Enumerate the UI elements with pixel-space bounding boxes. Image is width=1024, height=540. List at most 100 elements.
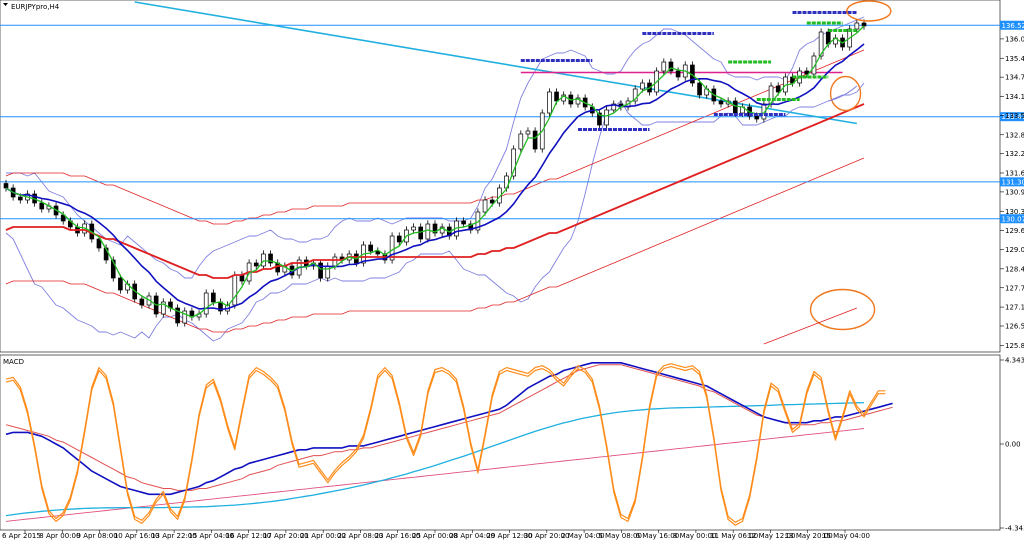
time-tick-label: 6 Apr 2015	[2, 532, 41, 540]
price-tick-label: 135.425	[1005, 55, 1024, 63]
candle-body	[668, 61, 674, 72]
candle-body	[332, 256, 338, 267]
highlight-circle[interactable]	[829, 75, 862, 112]
candle-body	[475, 211, 481, 231]
time-tick-label: 29 Apr 12:00	[487, 532, 533, 540]
candle-body	[604, 109, 609, 126]
time-tick-label: 23 Apr 16:00	[375, 532, 421, 540]
candle-body	[818, 31, 824, 57]
horizontal-levels[interactable]: 136.525 133.477 131.305 130.075	[0, 20, 1024, 224]
price-label: 136.525	[1002, 22, 1024, 30]
price-tick-label: 134.150	[1005, 93, 1024, 101]
price-tick-label: 132.875	[1005, 131, 1024, 139]
candle-body	[861, 22, 867, 27]
candle-body	[160, 301, 166, 315]
price-tick-label: 130.325	[1005, 208, 1024, 216]
price-tick-label: 133.520	[1005, 112, 1024, 120]
time-tick-label: 15 Apr 04:00	[188, 532, 234, 540]
candle-body	[854, 22, 860, 30]
macd-main-line	[5, 361, 893, 496]
time-tick-label: 22 Apr 08:00	[337, 532, 383, 540]
candle-body	[511, 148, 516, 177]
time-tick-label: 13 May 20:00	[785, 532, 833, 540]
macd-slow-ma-line	[5, 428, 865, 522]
candle-body	[632, 88, 638, 102]
candle-body	[396, 235, 402, 243]
time-tick-label: 13 Apr 22:00	[151, 532, 197, 540]
price-label-box	[1000, 177, 1024, 187]
time-tick-label: 15 May 04:00	[822, 532, 870, 540]
candle-body	[203, 292, 209, 315]
candle-body	[325, 265, 331, 279]
candle-body	[139, 298, 145, 306]
candle-body	[518, 133, 524, 150]
highlight-circle[interactable]	[846, 0, 892, 22]
macd-long-ma-line	[5, 401, 865, 517]
candle-body	[39, 202, 45, 210]
candle-body	[597, 112, 602, 126]
candle-body	[375, 250, 381, 255]
time-tick-label: 5 May 08:00	[598, 532, 642, 540]
highlight-circles[interactable]	[763, 0, 892, 345]
candle-body	[17, 196, 23, 201]
time-tick-label: 17 Apr 20:00	[263, 532, 309, 540]
symbol-header: EURJPYpro,H4	[3, 3, 60, 11]
macd-tick-label: 0.00	[1005, 441, 1021, 449]
candle-body	[575, 97, 581, 105]
candle-body	[368, 244, 373, 252]
candle-body	[432, 223, 438, 234]
candle-body	[754, 115, 760, 120]
time-tick-label: 9 Apr 08:00	[77, 532, 118, 540]
candle-body	[611, 103, 617, 111]
time-tick-label: 21 Apr 00:00	[300, 532, 346, 540]
macd-panel-frame	[0, 354, 1001, 531]
candle-body	[547, 91, 552, 114]
candle-body	[418, 226, 424, 240]
time-tick-label: 12 May 12:00	[747, 532, 795, 540]
macd-tick-label: 4.3438	[1005, 357, 1024, 365]
envelope-upper-line	[5, 49, 865, 225]
price-axis: 136.070 135.425 134.795 134.150 133.520 132.8…	[1000, 35, 1024, 350]
price-tick-label: 136.070	[1005, 35, 1024, 43]
candle-body	[253, 262, 259, 267]
projection-stroke	[828, 85, 858, 102]
candle-body	[804, 70, 810, 75]
candle-body	[211, 292, 216, 303]
time-tick-label: 16 Apr 12:00	[226, 532, 272, 540]
candle-body	[318, 262, 323, 279]
price-label: 133.477	[1002, 113, 1024, 121]
price-tick-label: 131.600	[1005, 170, 1024, 178]
candle-body	[3, 183, 9, 189]
time-tick-label: 30 Apr 20:00	[524, 532, 570, 540]
time-tick-label: 6 May 16:00	[636, 532, 680, 540]
candle-body	[461, 220, 466, 225]
candle-body	[389, 235, 395, 261]
candle-body	[761, 103, 767, 120]
candle-body	[482, 199, 488, 213]
candle-body	[489, 199, 495, 204]
candle-body	[439, 226, 445, 234]
candle-body	[411, 226, 416, 231]
time-tick-label: 2 May 04:00	[561, 532, 605, 540]
price-tick-label: 134.795	[1005, 74, 1024, 82]
macd-tick-label: -4.3438	[1005, 525, 1024, 533]
candle-body	[661, 61, 667, 72]
oscillator-line	[5, 366, 886, 526]
highlight-circle[interactable]	[809, 288, 876, 331]
level-markers	[520, 11, 857, 131]
price-tick-label: 127.130	[1005, 304, 1024, 312]
candle-body	[697, 82, 702, 96]
candle-body	[232, 274, 238, 306]
dropdown-triangle-icon[interactable]	[3, 3, 8, 6]
time-tick-label: 11 May 06:00	[710, 532, 758, 540]
time-tick-label: 28 Apr 04:00	[449, 532, 495, 540]
price-panel[interactable]: 136.525 133.477 131.305 130.075 136.070 135.…	[0, 0, 1024, 353]
price-tick-label: 128.405	[1005, 265, 1024, 273]
macd-panel[interactable]: 4.3438 0.00 -4.3438 MACD	[0, 354, 1024, 533]
price-tick-label: 129.050	[1005, 246, 1024, 254]
candle-body	[675, 70, 681, 78]
oscillator-line-outer	[5, 363, 886, 523]
